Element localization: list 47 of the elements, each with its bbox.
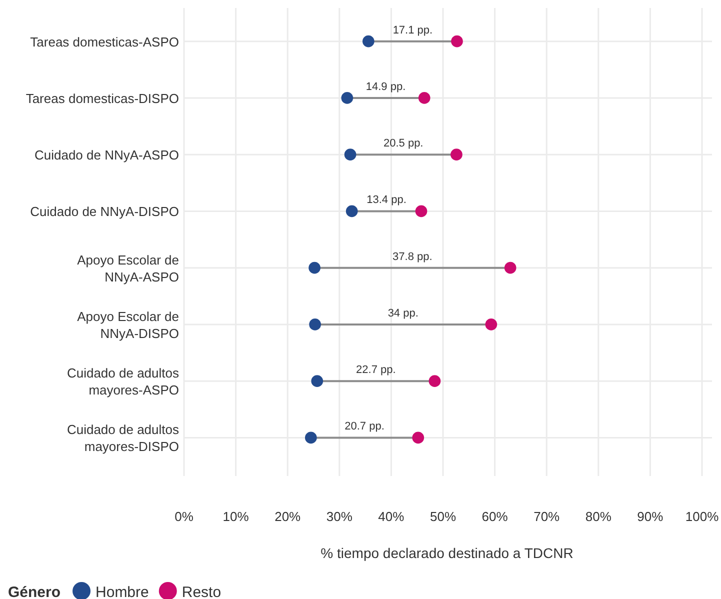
x-axis-title: % tiempo declarado destinado a TDCNR: [320, 545, 574, 561]
x-tick-label: 90%: [637, 509, 664, 524]
point: [450, 148, 462, 160]
point: [418, 92, 430, 104]
point: [341, 92, 354, 104]
point: [309, 318, 321, 330]
annotation: 13.4 pp.: [366, 194, 406, 206]
y-tick-label: Cuidado de adultos mayores-ASPO: [66, 366, 180, 398]
y-tick-label: Cuidado de adultos mayores-DISPO: [66, 422, 180, 454]
point: [344, 148, 356, 160]
x-tick-label: 80%: [585, 509, 612, 524]
legend-title: Género: [8, 584, 61, 599]
y-tick-label: Cuidado de NNyA-DISPO: [30, 204, 179, 220]
x-tick-label: 60%: [482, 509, 508, 524]
x-tick-label: 0%: [174, 509, 194, 524]
legend-label: Hombre: [96, 584, 149, 599]
annotation: 17.1 pp.: [392, 24, 433, 36]
point: [504, 262, 516, 274]
point: [415, 205, 428, 218]
point: [346, 205, 358, 218]
x-tick-label: 50%: [430, 509, 456, 524]
annotation: 20.7 pp.: [344, 420, 384, 433]
annotation: 34 pp.: [388, 307, 418, 320]
point: [362, 35, 374, 48]
point: [311, 375, 324, 387]
point: [412, 432, 424, 444]
y-tick-label: Apoyo Escolar de NNyA-ASPO: [77, 252, 179, 284]
annotation: 14.9 pp.: [366, 80, 406, 93]
y-tick-label: Apoyo Escolar de NNyA-DISPO: [77, 308, 179, 341]
legend-label: Resto: [182, 584, 222, 599]
x-tick-label: 40%: [378, 509, 405, 524]
point: [308, 262, 320, 274]
x-tick-label: 10%: [222, 509, 250, 524]
x-tick-label: 20%: [274, 509, 302, 524]
x-tick-label: 70%: [534, 509, 560, 524]
annotation: 20.5 pp.: [383, 138, 424, 150]
point: [304, 432, 317, 444]
x-tick-label: 30%: [326, 509, 353, 524]
annotation: 37.8 pp.: [392, 250, 432, 263]
x-tick-label: 100%: [685, 509, 720, 524]
y-tick-label: Cuidado de NNyA-ASPO: [34, 148, 179, 163]
y-tick-label: Tareas domesticas-DISPO: [26, 90, 179, 106]
point: [451, 35, 463, 48]
y-tick-label: Tareas domesticas-ASPO: [30, 34, 179, 50]
point: [485, 318, 498, 330]
point: [428, 375, 441, 387]
annotation: 22.7 pp.: [356, 364, 396, 376]
